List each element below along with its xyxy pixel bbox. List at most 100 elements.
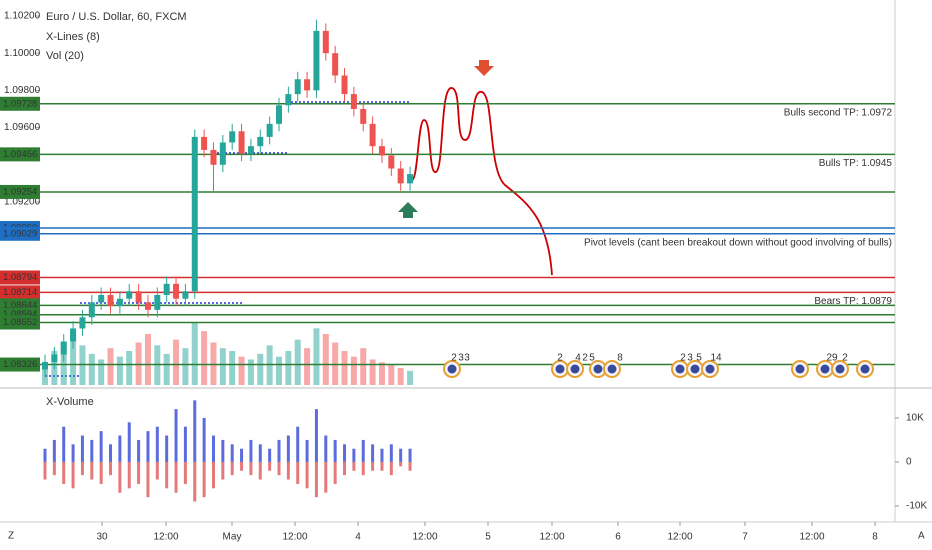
level-label: 1.08552 [3, 317, 37, 328]
volume-bar [70, 331, 77, 385]
x-volume-bar [127, 461, 131, 489]
candle-body [210, 149, 217, 165]
volume-bar [388, 365, 395, 385]
event-label: 29 [826, 353, 838, 364]
candle-body [397, 168, 404, 184]
x-tick-label: 12:00 [282, 532, 307, 543]
event-label: 3 [464, 353, 470, 364]
x-tick-label: 8 [872, 532, 878, 543]
candle-body [70, 328, 77, 342]
x-volume-bar [99, 431, 103, 462]
x-volume-bar [286, 461, 290, 480]
candle-body [135, 291, 142, 303]
event-label: 2 [451, 353, 457, 364]
volume-bar [369, 359, 376, 385]
x-volume-bar [230, 444, 234, 462]
volume-bar [116, 356, 123, 385]
x-volume-bar [118, 435, 122, 462]
x-volume-bar [52, 461, 56, 476]
level-badge [0, 357, 40, 372]
candle-body [276, 105, 282, 124]
volume-bar [294, 339, 301, 385]
candle-body [229, 131, 236, 143]
candle-body [332, 53, 339, 76]
volume-bar [247, 359, 254, 385]
event-icon-inner [593, 364, 603, 374]
event-icon-inner [690, 364, 700, 374]
volume-bar [350, 356, 357, 385]
x-volume-bar [352, 461, 356, 471]
level-badge [0, 184, 40, 199]
x-tick-label: May [223, 532, 242, 543]
x-tick-label: 4 [355, 532, 361, 543]
level-note: Bears TP: 1.0879 [814, 296, 892, 307]
x-volume-bar [305, 461, 309, 489]
x-tick-label: 5 [485, 532, 491, 543]
level-label: 1.09456 [3, 149, 37, 160]
x-volume-bar [268, 461, 272, 471]
x-tick-label: 12:00 [799, 532, 824, 543]
level-badge [0, 96, 40, 111]
y-tick-label: 1.10000 [4, 48, 41, 59]
x-volume-bar [71, 461, 75, 489]
volume-bar [191, 322, 198, 385]
corner-button[interactable]: A [918, 531, 925, 542]
event-icon-inner [795, 364, 805, 374]
x-volume-bar [146, 461, 150, 498]
x-volume-bar [62, 426, 66, 462]
event-icon-inner [555, 364, 565, 374]
event-label: 8 [617, 353, 623, 364]
x-volume-bar [71, 444, 75, 462]
candle-body [407, 174, 414, 184]
event-icon-inner [447, 364, 457, 374]
x-volume-bar [314, 461, 318, 498]
x-volume-bar [221, 439, 225, 462]
x-volume-bar [277, 439, 281, 462]
x-volume-bar [286, 435, 290, 462]
event-icon-inner [570, 364, 580, 374]
y-tick-label: 1.09200 [4, 197, 41, 208]
candle-body [51, 354, 58, 362]
x-volume-bar [155, 461, 159, 480]
event-label: 2 [582, 353, 588, 364]
candle-body [294, 79, 301, 95]
candle-body [191, 136, 198, 292]
candle-body [173, 283, 180, 299]
x-volume-bar [268, 448, 272, 462]
corner-button[interactable]: Z [8, 531, 14, 542]
x-volume-bar [155, 426, 159, 462]
x-volume-bar [240, 461, 244, 471]
x-volume-bar [118, 461, 122, 493]
x-volume-bar [230, 461, 234, 476]
level-note: Bulls TP: 1.0945 [819, 158, 893, 169]
event-icon-inner [607, 364, 617, 374]
x-volume-bar [137, 439, 141, 462]
y-tick-label: 1.09600 [4, 122, 41, 133]
candle-body [42, 361, 48, 370]
x-volume-bar [352, 448, 356, 462]
candle-body [163, 283, 170, 295]
level-label: 1.08326 [3, 359, 37, 370]
event-icon-inner [860, 364, 870, 374]
candle-body [360, 108, 367, 124]
candle-body [219, 142, 226, 165]
x-volume-bar [361, 439, 365, 462]
x-volume-bar [380, 448, 384, 462]
volume-bar [407, 370, 414, 385]
y-tick-label: 1.09800 [4, 85, 41, 96]
volume-bar [210, 342, 217, 385]
lower-panel-title: X-Volume [46, 396, 94, 408]
x-volume-bar [174, 461, 178, 493]
x-volume-bar [43, 448, 47, 462]
event-label: 5 [589, 353, 595, 364]
candle-body [154, 294, 161, 310]
indicator-label: X-Lines (8) [46, 31, 100, 43]
volume-bar [322, 334, 329, 385]
candle-body [285, 94, 292, 106]
event-label: 2 [842, 353, 848, 364]
event-icon-inner [705, 364, 715, 374]
level-badge [0, 270, 40, 285]
x-volume-bar [240, 448, 244, 462]
x-volume-bar [389, 444, 393, 462]
x-volume-bar [249, 439, 253, 462]
